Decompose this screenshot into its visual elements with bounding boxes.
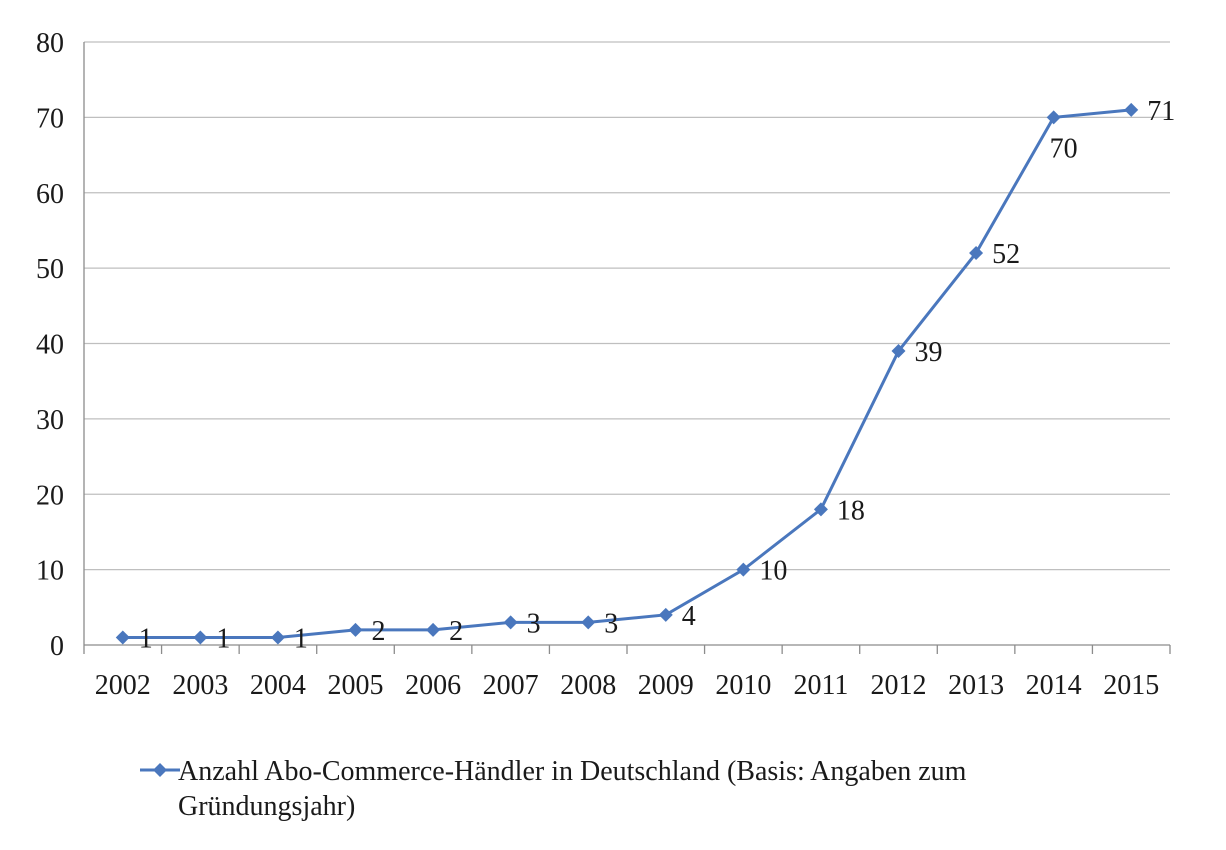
- data-label-2015: 71: [1147, 96, 1175, 127]
- data-point-2012: [891, 344, 906, 359]
- data-label-2004: 1: [294, 623, 308, 654]
- data-point-2015: [1124, 102, 1139, 117]
- data-label-2011: 18: [837, 495, 865, 526]
- data-label-2007: 3: [527, 608, 541, 639]
- x-tick-label-2013: 2013: [948, 670, 1004, 701]
- x-tick-label-2012: 2012: [871, 670, 927, 701]
- data-point-2006: [426, 622, 441, 637]
- data-point-2014: [1046, 110, 1061, 125]
- data-label-2005: 2: [372, 616, 386, 647]
- series-line: [122, 108, 1132, 639]
- data-point-2008: [581, 615, 596, 630]
- x-tick-label-2009: 2009: [638, 670, 694, 701]
- data-labels: 1 1 1 2 2 3 3 4 10 18 39 52 70 71: [139, 96, 1175, 655]
- data-point-2003: [193, 630, 208, 645]
- axes: [83, 42, 1171, 654]
- data-label-2014: 70: [1050, 133, 1078, 164]
- x-tick-label-2014: 2014: [1026, 670, 1082, 701]
- x-tick-label-2004: 2004: [250, 670, 306, 701]
- x-tick-label-2011: 2011: [793, 670, 848, 701]
- data-point-2011: [813, 502, 828, 517]
- data-label-2013: 52: [992, 239, 1020, 270]
- x-tick-label-2005: 2005: [328, 670, 384, 701]
- data-label-2003: 1: [216, 623, 230, 654]
- y-tick-label-0: 0: [50, 631, 64, 662]
- y-tick-labels: 0 10 20 30 40 50 60 70 80: [36, 28, 64, 662]
- data-label-2002: 1: [139, 623, 153, 654]
- x-tick-label-2002: 2002: [95, 670, 151, 701]
- data-label-2009: 4: [682, 601, 696, 632]
- y-tick-label-80: 80: [36, 28, 64, 59]
- data-point-2002: [115, 630, 130, 645]
- legend: Anzahl Abo-Commerce-Händler in Deutschla…: [140, 756, 967, 822]
- data-point-2013: [969, 246, 984, 261]
- x-tick-label-2006: 2006: [405, 670, 461, 701]
- data-point-2010: [736, 562, 751, 577]
- y-tick-label-50: 50: [36, 254, 64, 285]
- data-label-2006: 2: [449, 616, 463, 647]
- y-tick-label-60: 60: [36, 179, 64, 210]
- data-label-2012: 39: [915, 337, 943, 368]
- legend-diamond-marker: [153, 763, 167, 777]
- x-tick-label-2003: 2003: [172, 670, 228, 701]
- y-tick-label-10: 10: [36, 556, 64, 587]
- x-tick-labels: 2002 2003 2004 2005 2006 2007 2008 2009 2010 2011…: [95, 670, 1159, 701]
- x-tick-label-2008: 2008: [560, 670, 616, 701]
- y-tick-label-70: 70: [36, 103, 64, 134]
- y-tick-label-30: 30: [36, 405, 64, 436]
- data-point-2009: [658, 607, 673, 622]
- data-point-2007: [503, 615, 518, 630]
- y-tick-label-20: 20: [36, 480, 64, 511]
- gridlines: [84, 41, 1170, 571]
- x-tick-label-2007: 2007: [483, 670, 539, 701]
- x-tick-label-2015: 2015: [1103, 670, 1159, 701]
- data-label-2008: 3: [604, 608, 618, 639]
- data-label-2010: 10: [759, 556, 787, 587]
- legend-entry-line-1: Anzahl Abo-Commerce-Händler in Deutschla…: [178, 756, 967, 787]
- series-1: [115, 102, 1139, 645]
- legend-entry-line-2: Gründungsjahr): [178, 791, 355, 822]
- data-point-2004: [270, 630, 285, 645]
- x-tick-label-2010: 2010: [715, 670, 771, 701]
- y-tick-label-40: 40: [36, 330, 64, 361]
- data-point-2005: [348, 622, 363, 637]
